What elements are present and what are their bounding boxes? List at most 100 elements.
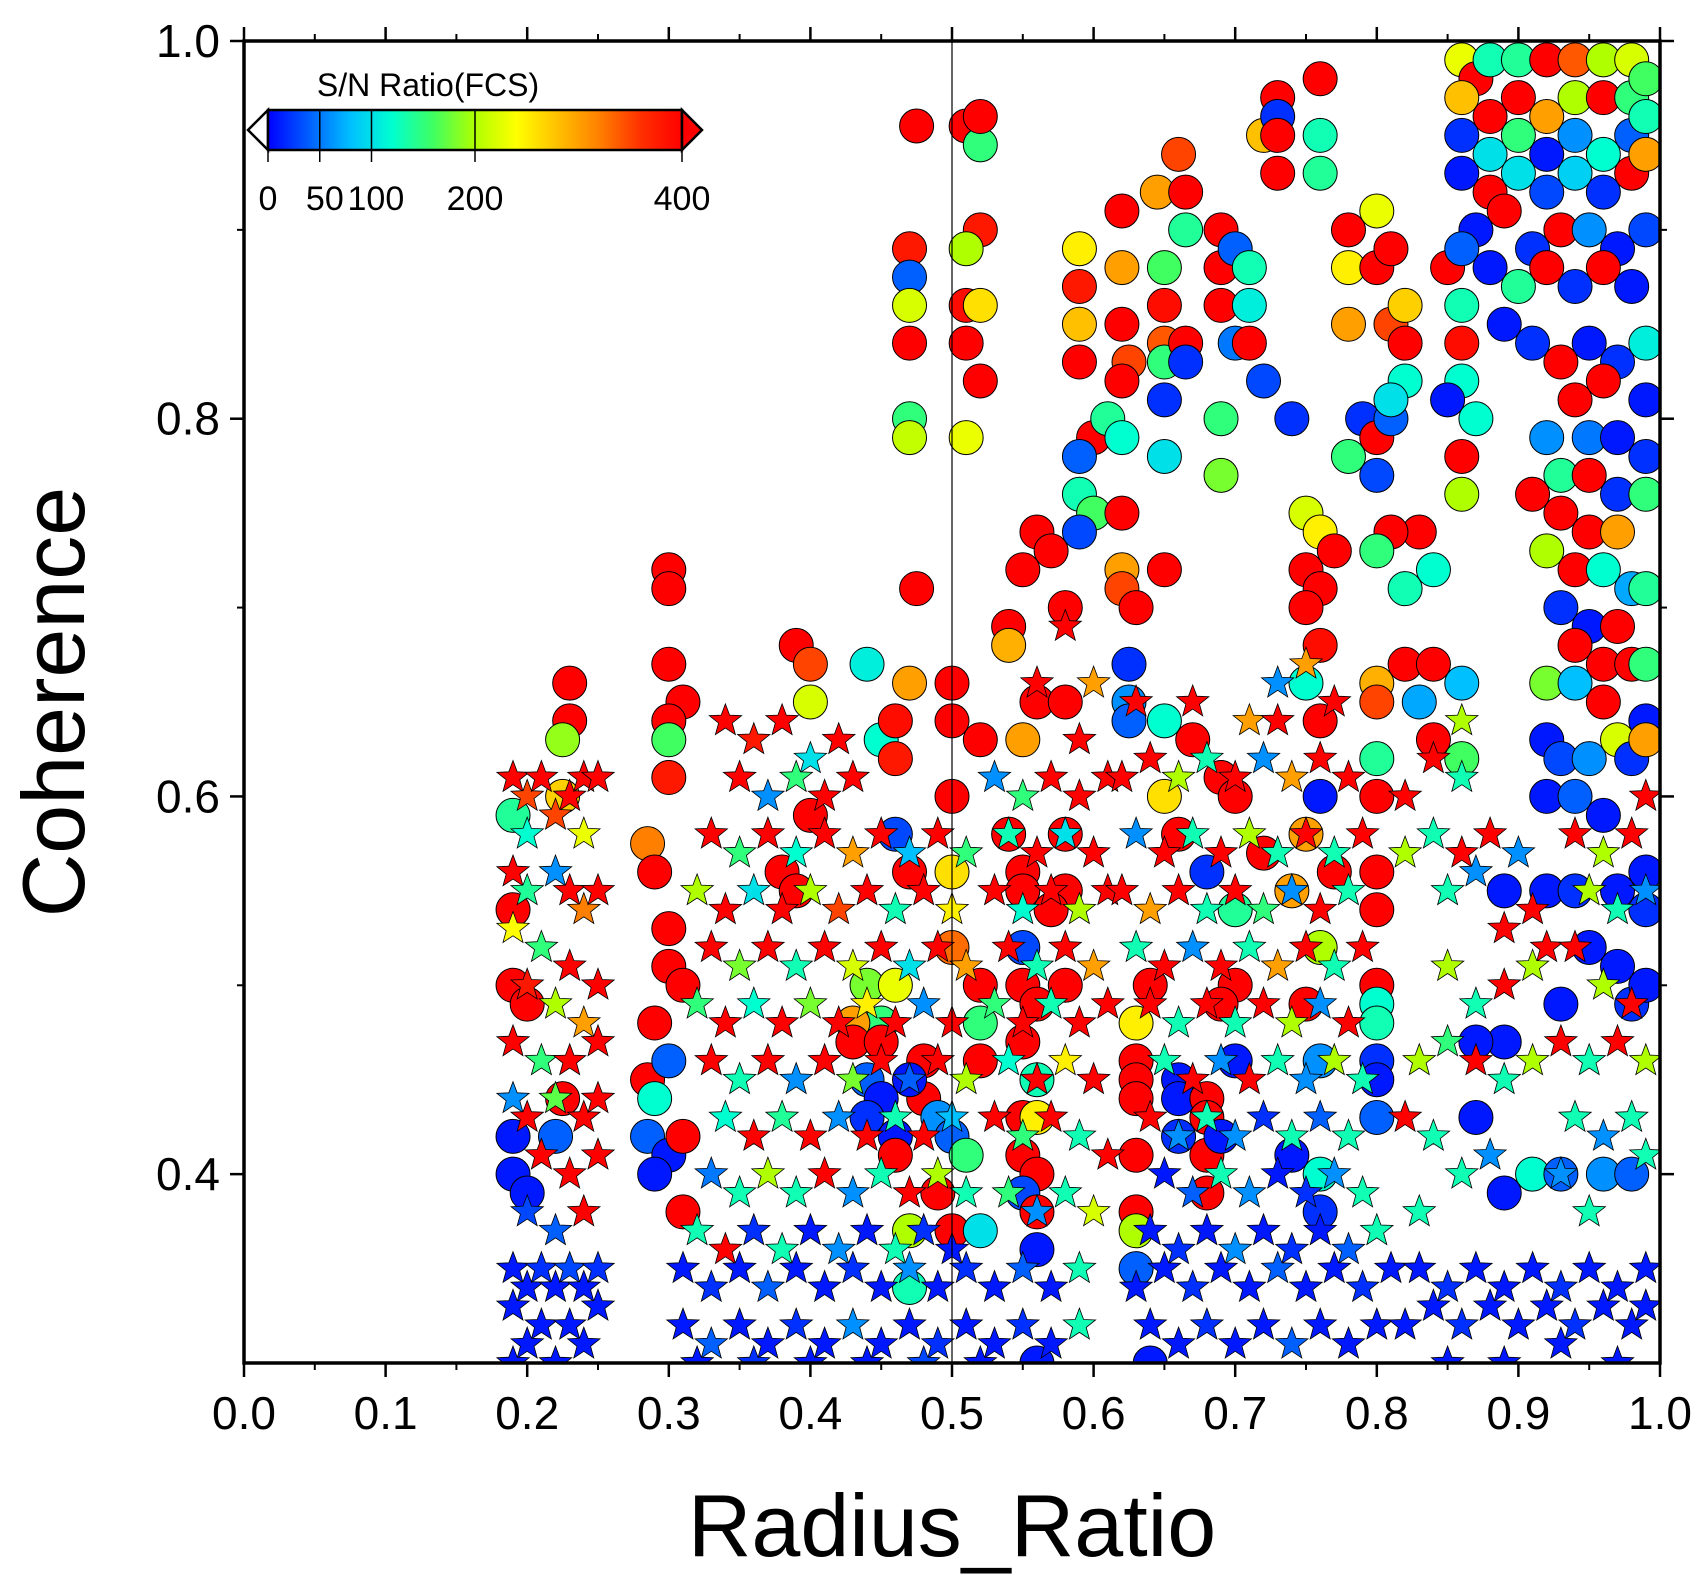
star-point	[736, 721, 771, 755]
circle-point	[1557, 269, 1593, 305]
star-point	[552, 1155, 587, 1189]
circle-point	[1302, 778, 1338, 814]
star-point	[580, 1137, 616, 1170]
star-point	[750, 778, 786, 812]
star-point	[1033, 1269, 1069, 1303]
star-point	[948, 834, 984, 868]
circle-point	[1472, 136, 1508, 172]
star-point	[1048, 929, 1083, 963]
star-point	[1444, 1307, 1479, 1340]
star-point	[1416, 1288, 1451, 1322]
star-point	[1458, 986, 1494, 1019]
star-point	[1458, 1042, 1494, 1076]
star-point	[1118, 929, 1154, 963]
star-point	[1133, 1099, 1168, 1133]
star-point	[1302, 891, 1338, 925]
star-point	[1317, 834, 1352, 868]
circle-point	[1061, 306, 1097, 342]
circle-point	[651, 646, 687, 682]
star-point	[835, 1250, 871, 1284]
circle-point	[1359, 1099, 1395, 1135]
circle-point	[1231, 287, 1267, 323]
circle-point	[1628, 325, 1660, 361]
circle-point	[1628, 722, 1660, 758]
star-point	[1033, 1325, 1069, 1359]
star-point	[1331, 1325, 1366, 1359]
circle-point	[1104, 193, 1140, 229]
circle-point	[1500, 117, 1536, 153]
circle-point	[1168, 344, 1204, 380]
star-point	[892, 834, 927, 868]
star-point	[1628, 1250, 1660, 1284]
circle-point	[1104, 420, 1140, 456]
star-point	[1161, 1325, 1196, 1359]
star-point	[1487, 910, 1522, 944]
star-point	[1217, 1231, 1253, 1265]
star-point	[1614, 816, 1649, 849]
star-point	[1317, 1042, 1352, 1076]
star-point	[1586, 1118, 1621, 1152]
circle-point	[892, 325, 928, 361]
star-point	[736, 986, 771, 1019]
star-point	[1430, 1344, 1465, 1363]
circle-point	[1330, 438, 1366, 474]
star-point	[1189, 986, 1225, 1019]
star-point	[1430, 1023, 1465, 1057]
star-point	[552, 948, 587, 982]
star-point	[679, 1212, 715, 1246]
circle-point	[1444, 231, 1480, 267]
star-point	[1345, 1174, 1380, 1208]
circle-point	[877, 1137, 913, 1173]
star-point	[1033, 986, 1069, 1019]
star-point	[1005, 1118, 1041, 1152]
x-tick-label: 0.4	[778, 1387, 842, 1439]
star-point	[793, 872, 828, 906]
star-point	[566, 1269, 602, 1303]
star-point	[1288, 1174, 1324, 1208]
circle-point	[1444, 155, 1480, 191]
star-point	[566, 1099, 602, 1133]
star-point	[906, 872, 941, 906]
circle-point	[1330, 306, 1366, 342]
star-point	[1628, 872, 1660, 906]
star-point	[708, 1004, 743, 1038]
circle-point	[1387, 325, 1423, 361]
star-point	[1260, 948, 1295, 982]
star-point	[1033, 872, 1069, 906]
y-tick-label: 0.8	[156, 393, 220, 445]
x-tick-label: 0.9	[1486, 1387, 1550, 1439]
circle-point	[1359, 1005, 1395, 1041]
star-point	[538, 1344, 573, 1363]
circle-point	[1585, 552, 1621, 588]
star-point	[977, 1325, 1012, 1359]
star-point	[1614, 1099, 1649, 1133]
star-point	[835, 948, 871, 982]
star-point	[736, 1212, 771, 1246]
star-point	[552, 778, 587, 812]
star-point	[1444, 834, 1479, 868]
circle-point	[1260, 155, 1296, 191]
star-point	[906, 1344, 941, 1363]
star-point	[1232, 1269, 1267, 1303]
star-point	[977, 759, 1012, 793]
star-point	[1586, 967, 1621, 1000]
circle-point	[1061, 514, 1097, 550]
circle-point	[1246, 363, 1282, 399]
circle-point	[1458, 1099, 1494, 1135]
colorbar-tick-label: 400	[654, 180, 711, 218]
star-point	[1260, 1250, 1295, 1284]
circle-point	[1146, 287, 1182, 323]
circle-point	[1444, 438, 1480, 474]
star-point	[1033, 1099, 1069, 1133]
star-point	[991, 929, 1026, 963]
circle-point	[1146, 552, 1182, 588]
star-point	[1529, 1288, 1564, 1322]
star-point	[1302, 986, 1338, 1019]
star-point	[948, 1061, 984, 1095]
star-point	[1487, 1269, 1522, 1303]
star-point	[1189, 740, 1225, 774]
y-tick-label: 0.4	[156, 1148, 220, 1200]
star-point	[1147, 948, 1182, 982]
circle-point	[1529, 250, 1565, 286]
star-point	[1203, 948, 1239, 982]
